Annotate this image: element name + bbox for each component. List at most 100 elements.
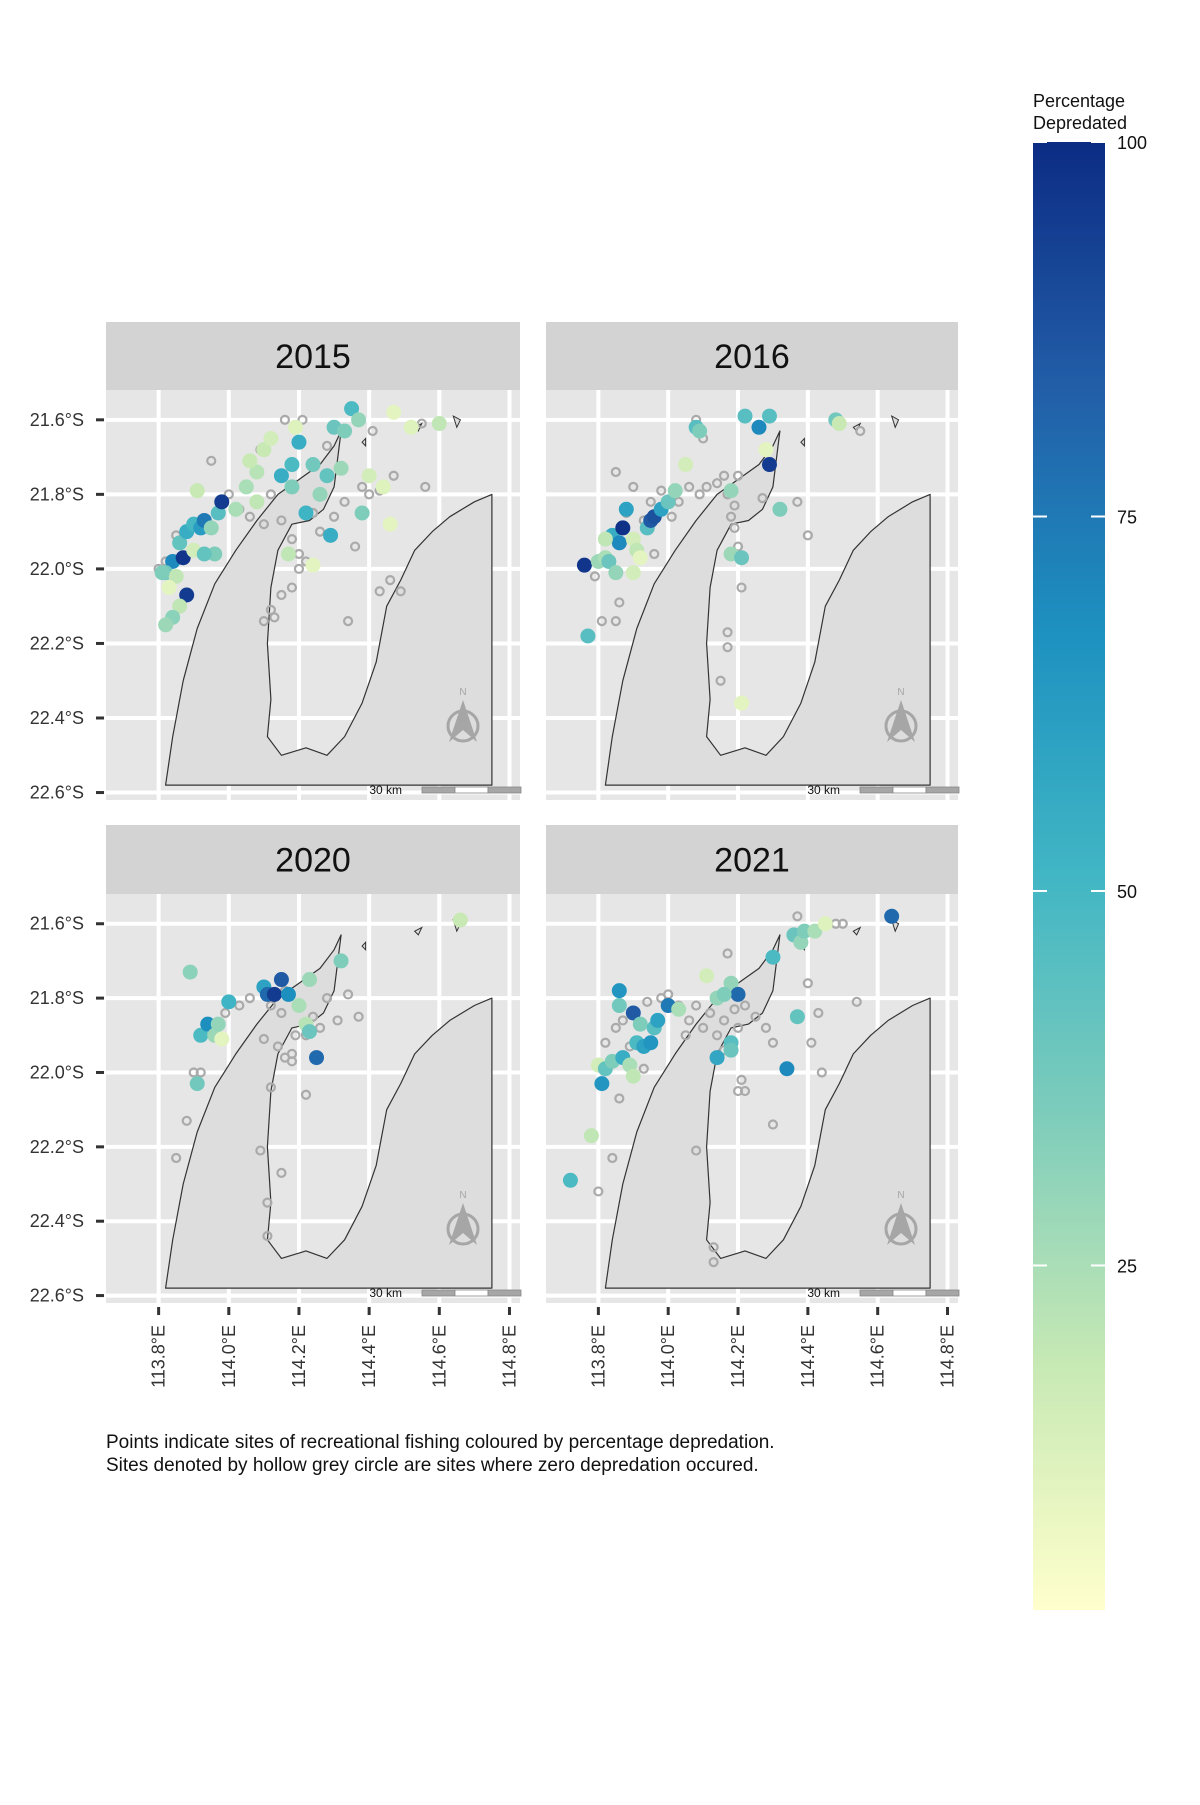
zero-site <box>244 993 255 1004</box>
y-tick-label: 22.0°S <box>30 559 84 579</box>
x-tick-label: 114.2°E <box>289 1325 309 1388</box>
depredation-site <box>333 460 349 476</box>
island <box>361 437 367 448</box>
island <box>361 941 367 952</box>
y-tick-label: 22.0°S <box>30 1062 84 1082</box>
depredation-site <box>189 1076 205 1092</box>
zero-site <box>255 1145 266 1156</box>
zero-site <box>364 489 375 500</box>
zero-site <box>760 1022 772 1033</box>
zero-site <box>792 496 803 507</box>
depredation-site <box>196 546 212 562</box>
depredation-site <box>375 479 391 495</box>
depredation-site <box>611 983 627 999</box>
scale-bar-segment <box>421 1289 456 1297</box>
caption-line-2: Sites denoted by hollow grey circle are … <box>106 1455 759 1476</box>
landmass <box>165 430 493 786</box>
north-arrow-icon: N <box>884 1190 918 1246</box>
x-tick-label: 114.0°E <box>219 1325 239 1388</box>
y-tick-label: 22.2°S <box>30 633 84 653</box>
zero-site <box>701 481 712 493</box>
y-tick-label: 21.6°S <box>30 914 84 934</box>
scale-bar: 30 km <box>369 1286 522 1300</box>
facet-strip <box>546 825 958 894</box>
landmass <box>604 430 931 786</box>
zero-site <box>258 615 269 627</box>
north-arrow-icon: N <box>884 687 918 743</box>
zero-site <box>725 511 737 522</box>
zero-site <box>705 1007 716 1019</box>
zero-site <box>666 511 677 522</box>
zero-site <box>286 582 298 593</box>
island <box>890 415 900 429</box>
depredation-site <box>709 1050 725 1066</box>
zero-site <box>395 586 406 597</box>
depredation-site <box>193 1027 209 1043</box>
depredation-site <box>301 1024 317 1040</box>
zero-site <box>290 1030 301 1041</box>
zero-site <box>332 1015 343 1026</box>
zero-site <box>732 541 744 552</box>
depredation-site <box>172 535 188 551</box>
zero-site <box>286 533 298 545</box>
depredation-site <box>667 483 683 499</box>
zero-site <box>739 1085 751 1097</box>
zero-site <box>802 978 813 989</box>
x-tick-label: 114.4°E <box>798 1325 818 1388</box>
depredation-site <box>323 527 339 543</box>
y-tick-label: 22.4°S <box>30 708 84 728</box>
x-axis: 113.8°E 114.0°E 114.2°E 114.4°E 114.6°E 114.8… <box>149 1307 519 1388</box>
depredation-site <box>779 1061 795 1077</box>
zero-site <box>276 515 287 526</box>
depredation-site <box>249 464 265 480</box>
depredation-site <box>807 923 823 939</box>
depredation-site <box>632 1016 648 1032</box>
scale-bar-segment <box>925 1289 960 1297</box>
depredation-site <box>189 483 205 499</box>
scale-bar-label: 30 km <box>369 1286 402 1300</box>
x-tick-label: 114.6°E <box>429 1325 449 1388</box>
zero-site <box>596 615 607 627</box>
scale-bar-label: 30 km <box>807 1286 840 1300</box>
zero-site <box>593 1186 604 1197</box>
zero-site <box>698 1022 709 1033</box>
zero-site <box>385 574 396 586</box>
zero-site <box>729 522 740 534</box>
zero-site <box>234 1000 245 1011</box>
scale-bar-segment <box>892 786 927 794</box>
zero-site <box>350 541 361 552</box>
scale-bar-segment <box>892 1289 927 1297</box>
zero-site <box>715 675 726 686</box>
y-axis: 21.6°S 21.8°S 22.0°S 22.2°S 22.4°S 22.6°S <box>30 914 104 1306</box>
depredation-site <box>172 598 188 614</box>
depredation-site <box>723 483 739 499</box>
zero-site <box>300 1089 312 1100</box>
depredation-site <box>242 453 258 469</box>
scale-bar-label: 30 km <box>369 783 402 797</box>
depredation-site <box>228 501 244 517</box>
zero-site <box>855 425 866 437</box>
zero-site <box>708 1256 719 1268</box>
depredation-site <box>699 968 715 984</box>
scale-bar-segment <box>487 786 522 794</box>
zero-site <box>642 996 653 1007</box>
zero-site <box>374 586 385 597</box>
x-tick-label: 114.2°E <box>728 1325 748 1388</box>
scale-bar: 30 km <box>369 783 522 797</box>
zero-site <box>293 563 305 575</box>
depredation-site <box>723 975 739 991</box>
zero-site <box>718 470 730 481</box>
depredation-site <box>796 923 812 939</box>
depredation-site <box>452 912 468 928</box>
zero-site <box>638 1063 649 1074</box>
zero-site <box>357 481 368 493</box>
zero-site <box>750 1011 761 1022</box>
zero-site <box>708 1242 719 1253</box>
zero-site <box>353 1011 364 1022</box>
depredation-site <box>305 557 321 573</box>
depredation-site <box>214 494 230 510</box>
depredation-site <box>625 565 641 581</box>
x-axis: 113.8°E 114.0°E 114.2°E 114.4°E 114.6°E 114.8… <box>588 1307 958 1388</box>
